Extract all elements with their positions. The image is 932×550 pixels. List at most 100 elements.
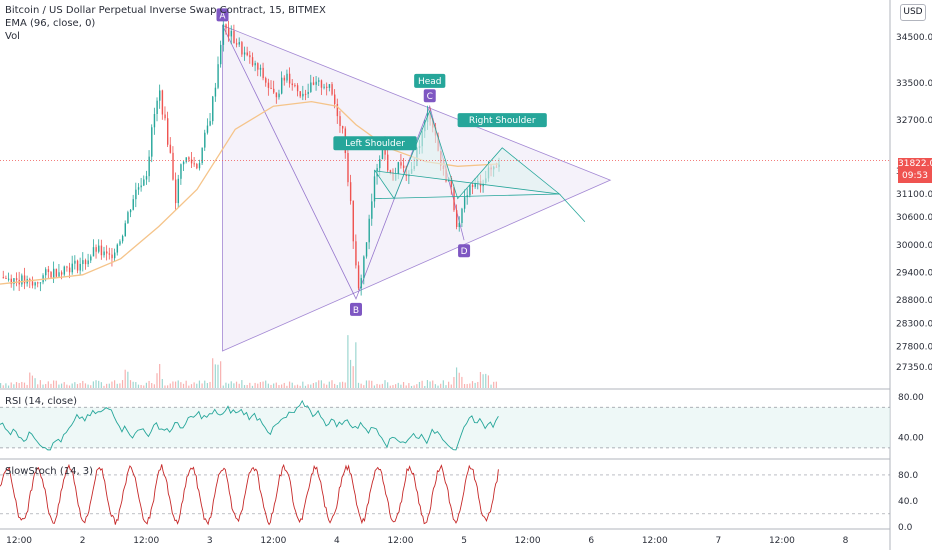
time-tick: 12:00 [133,536,159,546]
volume-bar [201,383,203,388]
symbol-title: Bitcoin / US Dollar Perpetual Inverse Sw… [5,5,326,16]
ema-legend[interactable]: EMA (96, close, 0) [5,18,96,29]
volume-bar [440,383,442,388]
volume-bar [397,382,399,388]
head-shoulders-pattern: Left Shoulder Head Right Shoulder [333,73,586,222]
candle-body [95,247,97,252]
candle-body [461,208,463,223]
candle-body [13,278,15,285]
hs-label-text: Left Shoulder [345,139,405,149]
candle-body [310,82,312,92]
volume-bar [58,384,60,388]
candle-body [5,278,7,280]
candle-body [400,162,402,166]
volume-bar [39,380,41,388]
volume-bar [373,385,375,388]
volume-bar [450,384,452,388]
time-tick: 12:00 [769,536,795,546]
volume-bar [455,367,458,388]
price-tick: 30600.0 [896,213,932,223]
volume-bar [5,383,7,388]
volume-bar [302,381,304,388]
volume-bar [137,384,140,388]
candle-body [108,253,111,255]
candle-body [204,132,206,148]
candle-body [323,86,325,88]
volume-bar [416,384,418,388]
volume-bar [273,383,275,388]
volume-bar [60,383,63,388]
volume-bar [257,383,259,388]
volume-bar [381,383,383,388]
stoch-legend[interactable]: SlowStoch (14, 3) [5,466,94,477]
candle-body [281,77,283,94]
candle-body [363,256,365,279]
volume-bar [26,384,28,388]
candle-body [291,83,294,86]
volume-bar [304,385,307,388]
time-tick: 8 [843,536,849,546]
time-tick: 5 [461,536,467,546]
candle-body [148,156,150,177]
volume-bar [153,384,155,388]
rsi-legend[interactable]: RSI (14, close) [5,396,78,407]
volume-bar [432,380,434,388]
volume-bar [379,384,381,388]
volume-bar [241,380,243,388]
candle-body [209,121,211,126]
volume-bar [100,382,102,388]
volume-bar [47,381,49,388]
volume-bar [29,372,31,388]
time-tick: 7 [715,536,721,546]
volume-bar [243,385,246,388]
candle-body [159,90,161,101]
candle-body [140,185,142,188]
volume-bar [291,382,293,388]
volume-bar [164,385,166,388]
candle-body [288,73,291,84]
hs-label-text: Right Shoulder [469,116,536,126]
hs-label-bg [414,73,446,88]
time-tick: 3 [207,536,213,546]
candle-body [474,183,476,187]
candle-body [320,80,323,88]
volume-bar [315,382,317,388]
candle-body [169,144,172,153]
candle-body [387,154,389,171]
hs-label-text: Head [418,77,442,87]
volume-bar [206,383,208,388]
candle-body [106,251,108,254]
candle-body [469,185,471,196]
volume-bar [42,384,44,388]
candle-body [156,100,158,114]
candle-body [153,113,156,128]
candle-body [145,176,148,180]
volume-bar [71,383,73,388]
candle-body [257,63,259,70]
volume-legend[interactable]: Vol [5,31,20,42]
volume-bar [365,380,368,388]
volume-bar [45,384,47,388]
volume-bar [180,382,182,388]
rsi-line [0,399,499,451]
volume-bar [172,381,174,388]
volume-bar [392,385,394,388]
grid [0,0,891,550]
currency-button[interactable]: USD [900,4,926,21]
candle-body [331,84,333,95]
volume-bar [413,385,415,388]
volume-bar [286,385,288,388]
candle-body [21,275,23,285]
volume-bar [458,372,460,388]
volume-bar [275,382,277,388]
volume-bar [376,383,378,388]
candle-body [318,80,320,82]
neckline [375,193,560,200]
price-tick: 32700.0 [896,116,932,126]
time-tick: 12:00 [642,536,668,546]
volume-bar [238,383,240,388]
volume-bar [121,380,124,388]
candle-body [10,278,13,285]
candle-body [336,103,339,117]
